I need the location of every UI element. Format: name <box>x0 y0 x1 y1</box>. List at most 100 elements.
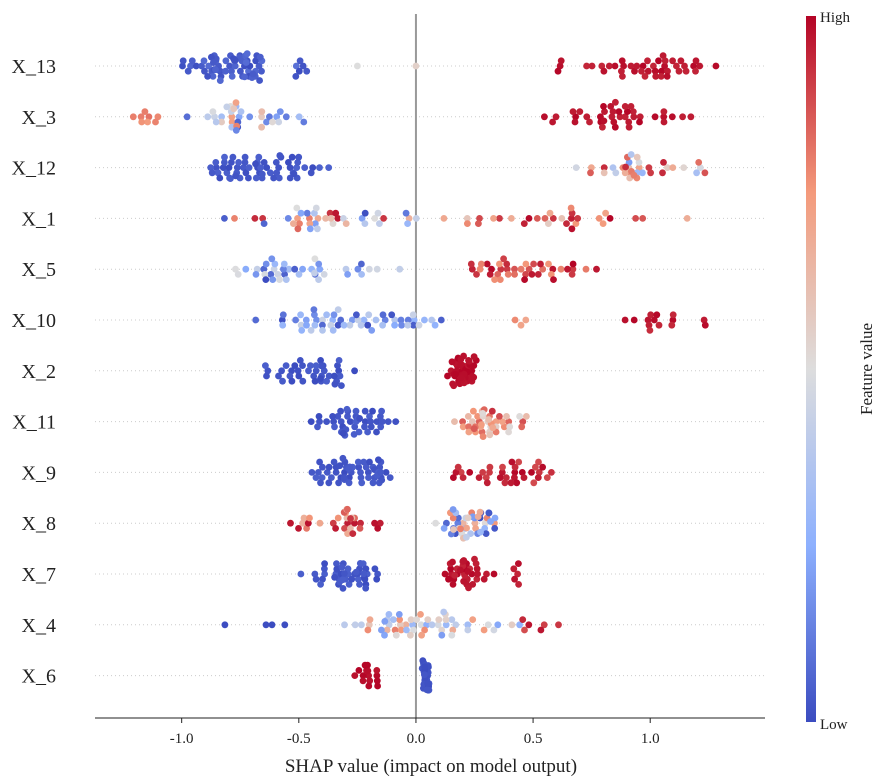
shap-point <box>183 113 191 121</box>
shap-point <box>409 311 417 319</box>
shap-point <box>318 362 325 370</box>
shap-point <box>423 686 431 693</box>
shap-point <box>378 476 386 484</box>
shap-point <box>413 616 420 623</box>
shap-point <box>631 67 638 75</box>
shap-point <box>473 271 480 278</box>
shap-point <box>598 62 606 70</box>
feature-gridlines <box>95 65 765 677</box>
shap-point <box>669 164 677 172</box>
shap-point <box>358 260 365 268</box>
shap-point <box>351 672 359 679</box>
colorbar-low-label: Low <box>820 717 848 733</box>
shap-point <box>222 67 229 75</box>
shap-point <box>364 626 372 634</box>
shap-point <box>459 423 467 431</box>
shap-point <box>639 169 646 177</box>
shap-point <box>659 52 667 59</box>
shap-point <box>392 418 400 425</box>
shap-point <box>307 362 314 369</box>
shap-point <box>378 407 385 415</box>
shap-point <box>243 50 251 57</box>
shap-point <box>221 621 229 629</box>
shap-point <box>357 519 364 527</box>
shap-point <box>252 57 260 65</box>
shap-point <box>221 153 228 161</box>
shap-point <box>325 463 333 471</box>
shap-point <box>226 62 234 70</box>
shap-point <box>228 73 236 80</box>
shap-point <box>356 581 363 588</box>
shap-point <box>384 418 392 425</box>
shap-point <box>240 164 247 172</box>
shap-point <box>633 62 641 70</box>
shap-point <box>639 62 647 70</box>
shap-point <box>652 73 660 80</box>
shap-point <box>262 276 270 283</box>
shap-point <box>663 73 671 80</box>
shap-point <box>316 458 323 466</box>
shap-point <box>568 215 575 222</box>
feature-labels: X_13 X_3 X_12 X_1 X_5 X_10 X_2 X_11 X_9 X_8 X_7 X_4… <box>12 56 56 688</box>
shap-point <box>432 519 439 527</box>
shap-point <box>272 159 280 166</box>
shap-point <box>241 159 249 166</box>
shap-point <box>481 519 489 527</box>
shap-point <box>255 62 263 70</box>
shap-point <box>473 565 481 573</box>
shap-point <box>549 215 557 222</box>
shap-point <box>200 57 208 65</box>
shap-point <box>374 570 381 578</box>
shap-point <box>380 215 387 222</box>
shap-point <box>386 474 394 481</box>
shap-point <box>321 560 328 567</box>
shap-point <box>365 311 373 319</box>
shap-point <box>470 353 478 361</box>
shap-point <box>314 225 321 233</box>
shap-point <box>346 321 354 329</box>
shap-point <box>276 152 284 159</box>
shap-point <box>668 113 676 121</box>
shap-point <box>351 367 358 375</box>
shap-point <box>334 215 342 222</box>
shap-point <box>421 663 429 671</box>
shap-point <box>445 575 452 583</box>
shap-point <box>316 418 323 425</box>
shap-point <box>545 260 552 268</box>
shap-point <box>683 215 691 222</box>
shap-point <box>417 611 424 618</box>
shap-point <box>586 118 593 126</box>
shap-point <box>600 67 608 75</box>
shap-point <box>361 209 369 217</box>
shap-point <box>625 123 633 131</box>
shap-point <box>459 519 467 527</box>
feature-label: X_7 <box>22 564 56 586</box>
shap-point <box>622 163 629 171</box>
shap-point <box>260 159 268 166</box>
shap-point <box>568 271 576 278</box>
shap-point <box>275 174 283 182</box>
shap-point <box>645 321 653 329</box>
shap-point <box>571 118 579 126</box>
shap-point <box>367 423 375 431</box>
shap-point <box>331 573 338 581</box>
shap-point <box>214 169 222 177</box>
shap-point <box>278 316 286 324</box>
shap-point <box>222 57 230 65</box>
shap-point <box>258 67 265 75</box>
shap-point <box>695 159 703 166</box>
shap-point <box>354 265 362 273</box>
shap-point <box>625 118 633 126</box>
shap-point <box>319 327 326 334</box>
shap-point <box>332 525 339 532</box>
shap-point <box>499 463 506 471</box>
shap-point <box>361 423 368 431</box>
shap-point <box>498 469 506 476</box>
shap-point <box>306 225 314 233</box>
shap-point <box>376 519 384 527</box>
shap-point <box>599 220 607 228</box>
shap-point <box>231 62 239 70</box>
shap-point <box>391 316 399 324</box>
shap-point <box>452 469 460 476</box>
shap-point <box>669 316 677 324</box>
